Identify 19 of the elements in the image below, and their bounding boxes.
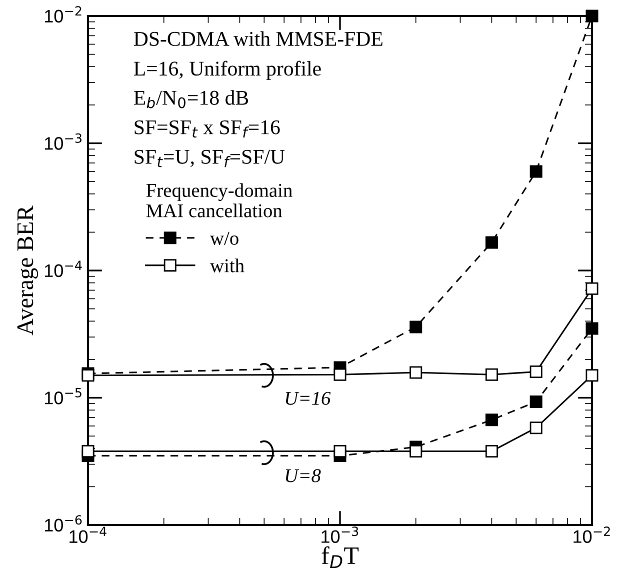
annotation: SF$_{t}$=U, SF$_{f}$=SF/U <box>134 150 285 168</box>
annotation: DS-CDMA with MMSE-FDE <box>134 31 382 46</box>
y-axis-title: Average BER <box>17 206 38 336</box>
x-tick-label: 10$^{−4}$ <box>70 526 106 543</box>
x-tick-label: 10$^{−2}$ <box>574 526 610 543</box>
legend-title: Frequency-domain MAI cancellation <box>146 183 292 218</box>
annotation: SF=SF$_{t}$ x SF$_{f}$=16 <box>134 120 280 138</box>
annotation: U=8 <box>286 469 321 482</box>
legend-label: with <box>210 258 244 272</box>
y-tick-label: 10$^{−3}$ <box>44 133 82 150</box>
legend-label: w/o <box>210 232 238 245</box>
y-tick-label: 10$^{−4}$ <box>44 260 82 278</box>
x-axis-title: f$_{D}$T <box>322 546 359 568</box>
x-tick-label: 10$^{−3}$ <box>322 526 358 543</box>
annotation: U=16 <box>286 392 331 405</box>
y-tick-label: 10$^{−5}$ <box>44 388 82 404</box>
y-tick-label: 10$^{−2}$ <box>44 6 82 23</box>
annotation: E$_{b}$/N$_{0}$=18 dB <box>134 90 248 108</box>
annotation: L=16, Uniform profile <box>134 60 321 80</box>
